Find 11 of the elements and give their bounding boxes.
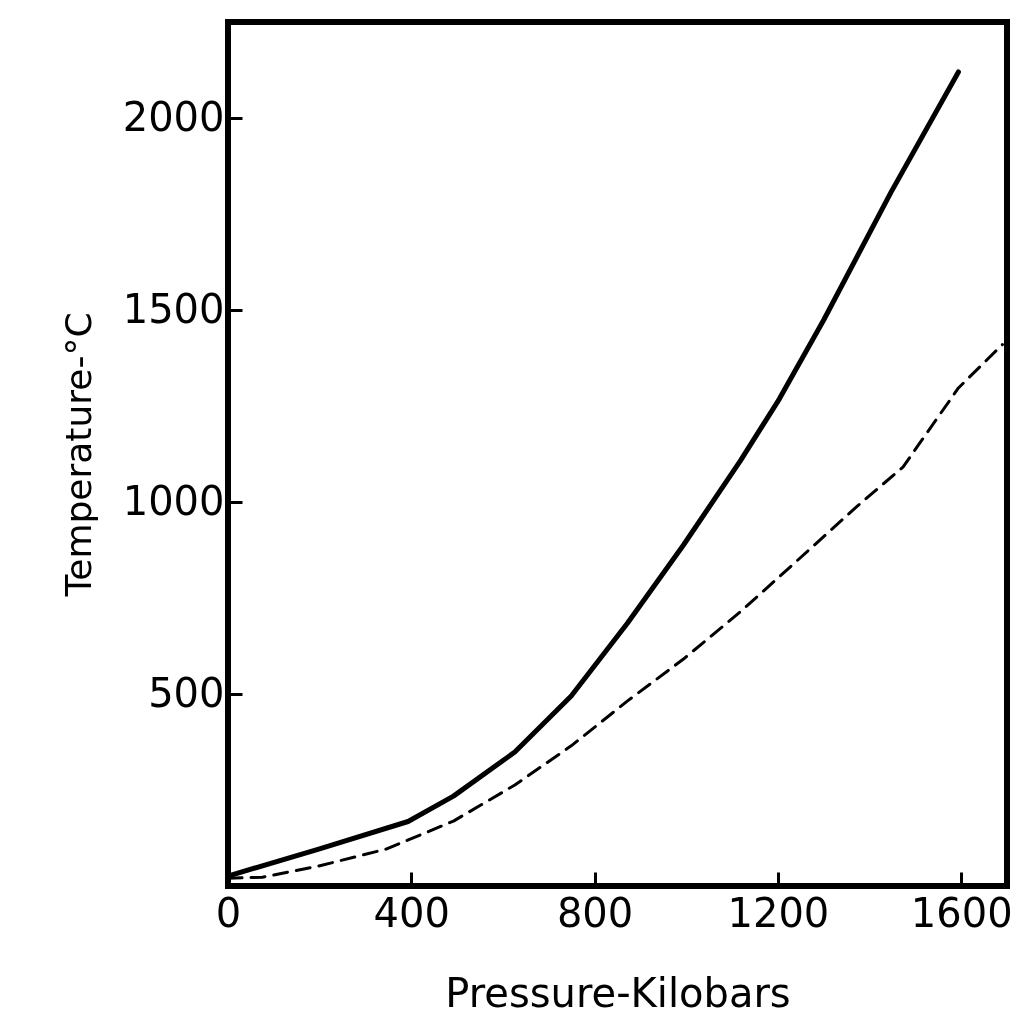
x-tick-label: 0 [215,889,242,936]
y-tick-label: 1000 [122,477,225,524]
y-tick-label: 1500 [122,285,225,332]
y-tick-label: 2000 [122,93,225,140]
x-tick-label: 1600 [910,889,1013,936]
x-axis-title: Pressure-Kilobars [445,969,791,1016]
y-axis-title: Temperature-°C [57,312,99,598]
x-tick-label: 1200 [727,889,830,936]
x-tick-label: 400 [373,889,450,936]
y-tick-label: 500 [148,669,225,716]
x-tick-label: 800 [556,889,634,936]
